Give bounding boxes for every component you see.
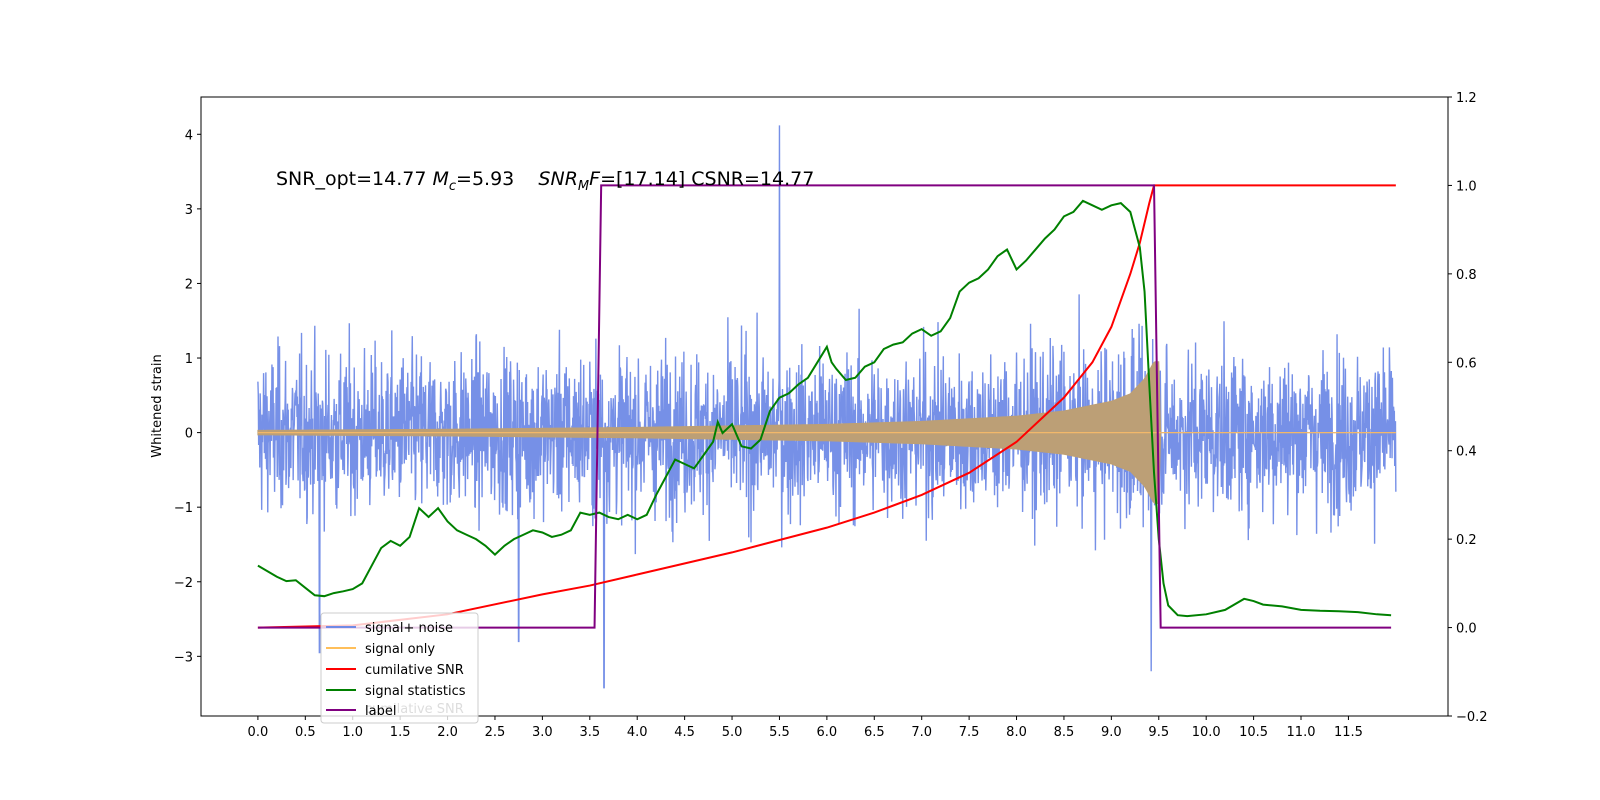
y-tick-label: −2 (174, 576, 193, 591)
y2-tick-label: 0.0 (1456, 622, 1477, 637)
y-tick-label: 0 (185, 427, 193, 442)
y-axis-label: Whitened strain (150, 354, 165, 457)
x-tick-label: 10.0 (1192, 725, 1221, 740)
x-tick-label: 6.5 (864, 725, 885, 740)
x-tick-label: 5.0 (722, 725, 743, 740)
y-tick-label: −1 (174, 501, 193, 516)
series-signal-noise-line (257, 125, 1397, 689)
x-tick-label: 0.5 (295, 725, 316, 740)
y2-tick-label: 1.2 (1456, 91, 1477, 106)
x-tick-label: 11.0 (1287, 725, 1316, 740)
x-tick-label: 2.5 (485, 725, 506, 740)
annotation-text: SNR_opt=14.77 Mc=5.93 SNRMF=[17.14] CSNR… (276, 168, 814, 194)
legend-box (320, 612, 479, 724)
y2-tick-label: −0.2 (1456, 710, 1488, 725)
x-tick-label: 3.5 (579, 725, 600, 740)
y-tick-label: 2 (185, 277, 193, 292)
x-tick-label: 9.0 (1101, 725, 1122, 740)
x-tick-label: 0.0 (248, 725, 269, 740)
x-tick-label: 10.5 (1239, 725, 1268, 740)
legend-label-cumulative-snr: cumilative SNR (365, 663, 464, 678)
series-cumilative-snr-line (257, 184, 1396, 629)
axes-frame (200, 96, 1449, 717)
series-label-line (257, 184, 1392, 629)
x-tick-label: 11.5 (1334, 725, 1363, 740)
legend-label-label: label (365, 704, 396, 719)
plot-area (257, 125, 1397, 689)
y2-tick-label: 1.0 (1456, 179, 1477, 194)
y2-tick-label: 0.6 (1456, 356, 1477, 371)
legend: cumilative SNR signal+ noise signal only… (320, 612, 479, 724)
legend-overlap-text: cumilative SNR (365, 702, 464, 717)
legend-label-signal-only: signal only (365, 642, 435, 657)
x-tick-label: 6.0 (817, 725, 838, 740)
y-axis-right: 1.2 1.0 0.8 0.6 0.4 0.2 0.0 −0.2 (1448, 91, 1488, 725)
x-tick-label: 1.5 (390, 725, 411, 740)
legend-label-signal-statistics: signal statistics (365, 684, 466, 699)
legend-label-signal-noise: signal+ noise (365, 621, 453, 636)
y-tick-label: 4 (185, 128, 193, 143)
x-tick-label: 4.0 (627, 725, 648, 740)
x-tick-label: 2.0 (437, 725, 458, 740)
x-tick-label: 3.0 (532, 725, 553, 740)
x-tick-label: 4.5 (674, 725, 695, 740)
x-tick-label: 9.5 (1148, 725, 1169, 740)
y-tick-label: −3 (174, 650, 193, 665)
x-tick-label: 1.0 (342, 725, 363, 740)
y2-tick-label: 0.8 (1456, 268, 1477, 283)
x-tick-label: 5.5 (769, 725, 790, 740)
x-tick-label: 8.0 (1006, 725, 1027, 740)
y-axis-left: 4 3 2 1 0 −1 −2 −3 (174, 128, 201, 665)
x-axis: 0.0 0.5 1.0 1.5 2.0 2.5 3.0 3.5 4.0 4.5 5.0 5.5 6.0 6… (248, 716, 1363, 740)
series-signal-statistics-line (257, 199, 1392, 618)
y2-tick-label: 0.2 (1456, 533, 1477, 548)
y-tick-label: 3 (185, 203, 193, 218)
x-tick-label: 8.5 (1054, 725, 1075, 740)
x-tick-label: 7.5 (959, 725, 980, 740)
y2-tick-label: 0.4 (1456, 445, 1477, 460)
y-tick-label: 1 (185, 352, 193, 367)
x-tick-label: 7.0 (911, 725, 932, 740)
